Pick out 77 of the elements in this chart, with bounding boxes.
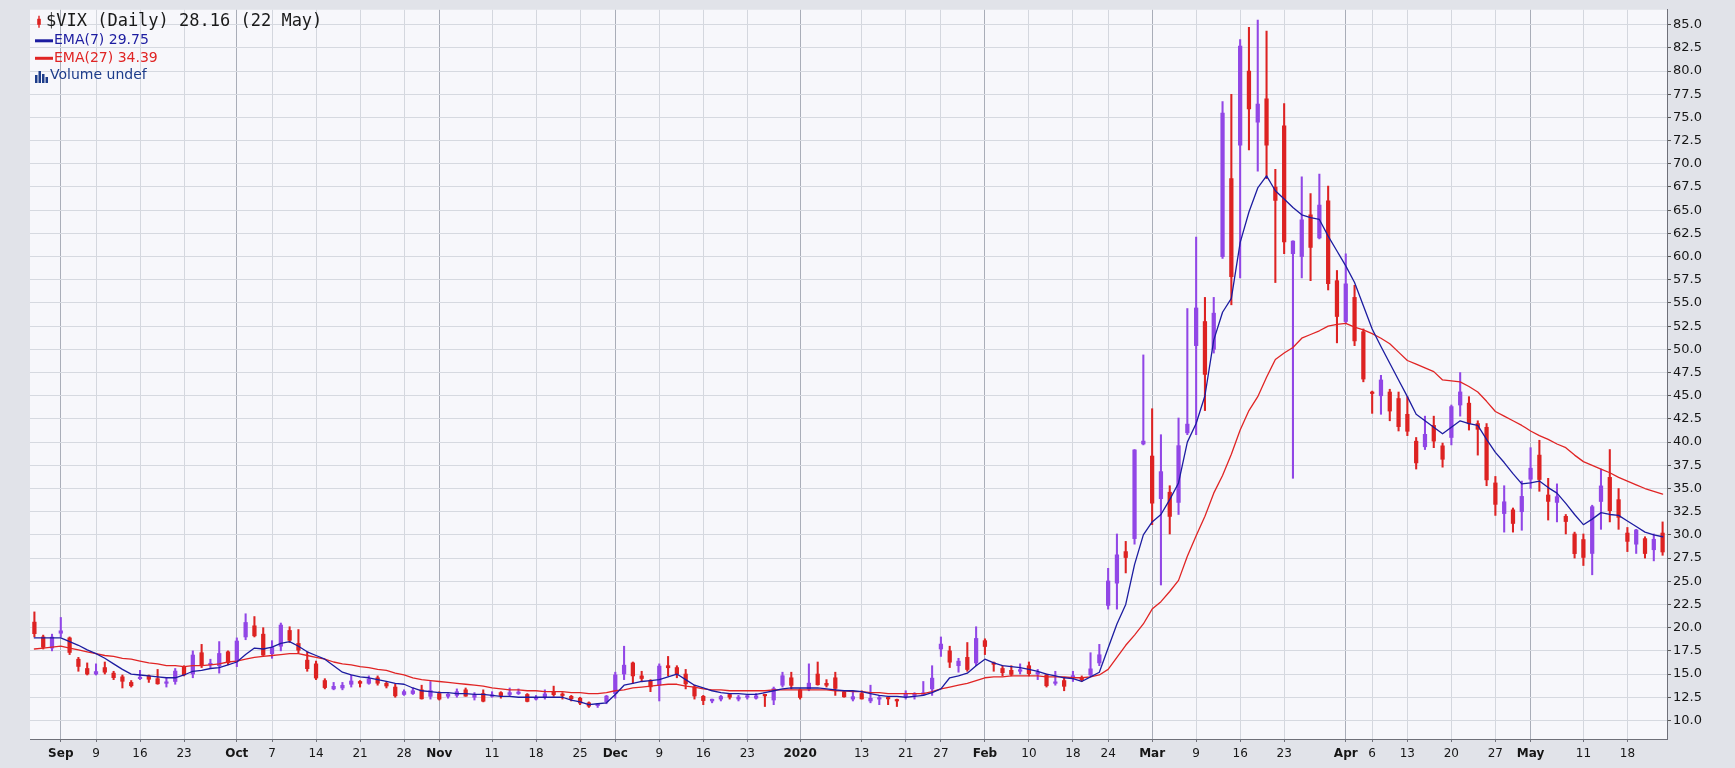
y-tick-label: 62.5 [1673, 224, 1702, 240]
y-tick-label: 65.0 [1673, 201, 1702, 217]
x-tick-label: 23 [176, 746, 192, 761]
x-tick-label: 2020 [783, 746, 817, 761]
candlestick [1185, 308, 1190, 436]
y-tick-label: 10.0 [1673, 711, 1702, 727]
y-tick-label: 35.0 [1673, 479, 1702, 495]
y-tick-label: 45.0 [1673, 387, 1702, 403]
x-tick-label: Oct [225, 746, 249, 761]
y-tick-label: 72.5 [1673, 131, 1702, 147]
y-tick-label: 40.0 [1673, 433, 1702, 449]
y-tick-label: 57.5 [1673, 271, 1702, 287]
y-tick-label: 27.5 [1673, 549, 1702, 565]
x-tick-label: 21 [352, 746, 368, 761]
y-tick-label: 52.5 [1673, 317, 1702, 333]
y-tick-label: 42.5 [1673, 410, 1702, 426]
y-tick-label: 17.5 [1673, 642, 1702, 658]
y-tick-label: 67.5 [1673, 178, 1702, 194]
candlestick [868, 684, 873, 704]
x-tick-label: 11 [484, 746, 500, 761]
x-tick-label: 18 [1619, 746, 1636, 761]
x-tick-label: 7 [268, 746, 276, 761]
candlestick [956, 657, 961, 673]
y-tick-label: 22.5 [1673, 595, 1702, 611]
x-tick-label: Mar [1139, 746, 1166, 761]
x-tick-label: Dec [602, 746, 628, 761]
candlestick [1290, 240, 1296, 479]
y-tick-label: 25.0 [1673, 572, 1702, 588]
y-tick-label: 70.0 [1673, 155, 1702, 171]
y-tick-label: 75.0 [1673, 108, 1702, 124]
x-tick-label: 23 [739, 746, 755, 761]
x-tick-label: 24 [1100, 746, 1116, 761]
x-tick-label: 28 [396, 746, 412, 761]
y-tick-label: 20.0 [1673, 619, 1702, 635]
x-tick-label: 13 [1399, 746, 1416, 761]
x-tick-label: May [1516, 746, 1545, 761]
x-tick-label: 16 [695, 746, 711, 761]
y-tick-label: 82.5 [1673, 39, 1702, 55]
x-tick-label: Apr [1333, 746, 1358, 761]
x-tick-label: Feb [972, 746, 998, 761]
x-tick-label: 27 [933, 746, 949, 761]
x-tick-label: 16 [1232, 746, 1248, 761]
x-tick-label: 9 [92, 746, 100, 761]
x-tick-label: 27 [1487, 746, 1504, 761]
y-tick-label: 55.0 [1673, 294, 1702, 310]
x-tick-label: 9 [1192, 746, 1200, 761]
x-tick-label: 25 [572, 746, 588, 761]
x-tick-label: 18 [528, 746, 544, 761]
x-tick-label: 21 [898, 746, 914, 761]
y-tick-label: 77.5 [1673, 85, 1702, 101]
legend-label: $VIX (Daily) 28.16 (22 May) [46, 10, 323, 31]
y-tick-label: 15.0 [1673, 665, 1702, 681]
y-tick-label: 37.5 [1673, 456, 1702, 472]
x-tick-label: 18 [1065, 746, 1081, 761]
y-tick-label: 80.0 [1673, 62, 1702, 78]
x-tick-label: 14 [308, 746, 324, 761]
x-tick-label: Sep [48, 746, 74, 761]
y-tick-label: 85.0 [1673, 16, 1702, 32]
x-tick-label: 6 [1368, 746, 1376, 761]
legend-label: EMA(7) 29.75 [54, 31, 149, 48]
candlestick [736, 695, 741, 702]
annotation: Volume undef [50, 66, 148, 83]
x-tick-label: Nov [426, 746, 453, 761]
y-tick-label: 32.5 [1673, 503, 1702, 519]
x-tick-label: 9 [655, 746, 664, 761]
y-tick-label: 12.5 [1673, 688, 1702, 704]
y-tick-label: 50.0 [1673, 340, 1702, 356]
x-tick-label: 10 [1021, 746, 1037, 761]
x-tick-label: 11 [1575, 746, 1592, 761]
x-tick-label: 23 [1276, 746, 1292, 761]
x-tick-label: 13 [854, 746, 870, 761]
legend-label: EMA(27) 34.39 [54, 48, 158, 65]
x-tick-label: 20 [1443, 746, 1460, 761]
y-tick-label: 30.0 [1673, 526, 1702, 542]
x-tick-label: 16 [132, 746, 148, 761]
y-tick-label: 60.0 [1673, 247, 1702, 263]
y-tick-label: 47.5 [1673, 363, 1702, 379]
